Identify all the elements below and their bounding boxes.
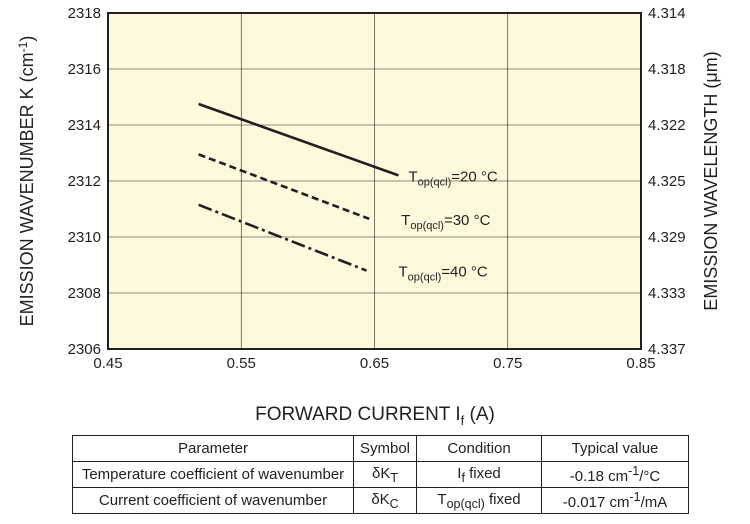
- y-axis-title-left: EMISSION WAVENUMBER K (cm-1): [16, 36, 37, 327]
- plot-frame: [107, 12, 642, 350]
- y2-tick-label: 4.333: [648, 285, 686, 302]
- header-typical-value: Typical value: [541, 435, 690, 462]
- cell-symbol: δKT: [352, 461, 418, 488]
- parameter-table: Parameter Symbol Condition Typical value…: [72, 435, 690, 514]
- cell-typical-value: -0.017 cm-1/mA: [541, 487, 690, 514]
- y2-tick-label: 4.322: [648, 117, 686, 134]
- cell-typical-value: -0.18 cm-1/°C: [541, 461, 690, 488]
- y2-tick-label: 4.325: [648, 173, 686, 190]
- series-line-3: [198, 203, 367, 272]
- series-line-1: [198, 102, 399, 177]
- chart-svg: 0.45 0.55 0.65 0.75 0.85 2306 2308 2310 2312 2314…: [16, 5, 721, 372]
- series-label-3: Top(qcl)=40 °C: [399, 264, 488, 284]
- cell-parameter: Temperature coefficient of wavenumber: [72, 461, 354, 488]
- y-tick-label: 2314: [68, 117, 101, 134]
- table-row: Temperature coefficient of wavenumber δK…: [72, 461, 690, 488]
- y-axis-title-right: EMISSION WAVELENGTH (μm): [701, 51, 721, 310]
- x-tick-label: 0.45: [93, 355, 122, 372]
- y-tick-label: 2310: [68, 229, 101, 246]
- y-tick-label: 2312: [68, 173, 101, 190]
- y2-tick-label: 4.314: [648, 5, 686, 22]
- cell-parameter: Current coefficient of wavenumber: [72, 487, 354, 514]
- x-tick-label: 0.85: [626, 355, 655, 372]
- table-row: Current coefficient of wavenumber δKC To…: [72, 487, 690, 514]
- cell-condition: Top(qcl) fixed: [416, 487, 543, 514]
- header-condition: Condition: [416, 435, 543, 462]
- cell-symbol: δKC: [352, 487, 418, 514]
- y-tick-label: 2318: [68, 5, 101, 22]
- table-header-row: Parameter Symbol Condition Typical value: [72, 435, 690, 462]
- y-tick-label: 2316: [68, 61, 101, 78]
- y2-tick-label: 4.337: [648, 341, 686, 358]
- x-axis-title: FORWARD CURRENT If (A): [255, 404, 495, 428]
- y-tick-label: 2306: [68, 341, 101, 358]
- series-line-2: [198, 153, 370, 221]
- header-symbol: Symbol: [352, 435, 418, 462]
- x-tick-label: 0.75: [493, 355, 522, 372]
- x-tick-label: 0.55: [227, 355, 256, 372]
- header-parameter: Parameter: [72, 435, 354, 462]
- series-label-2: Top(qcl)=30 °C: [401, 212, 490, 232]
- cell-condition: If fixed: [416, 461, 543, 488]
- x-tick-label: 0.65: [360, 355, 389, 372]
- y2-tick-label: 4.318: [648, 61, 686, 78]
- series-label-1: Top(qcl)=20 °C: [408, 168, 497, 188]
- y2-tick-label: 4.329: [648, 229, 686, 246]
- y-tick-label: 2308: [68, 285, 101, 302]
